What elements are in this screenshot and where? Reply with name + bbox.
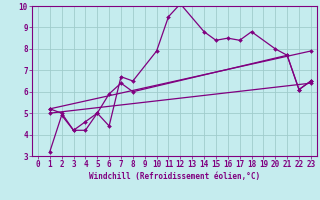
X-axis label: Windchill (Refroidissement éolien,°C): Windchill (Refroidissement éolien,°C) — [89, 172, 260, 181]
